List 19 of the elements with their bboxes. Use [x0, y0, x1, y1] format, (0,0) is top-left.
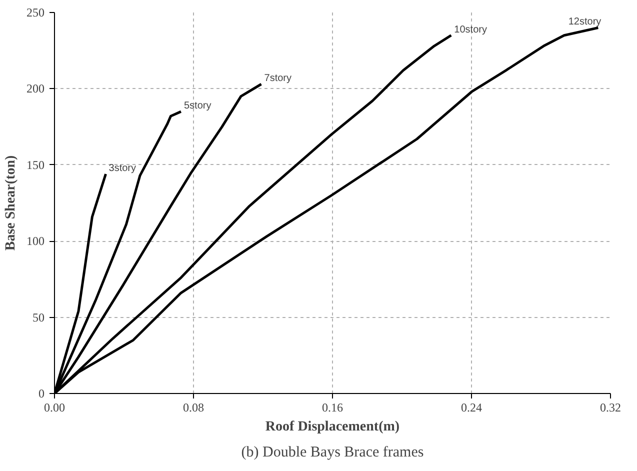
y-axis-title: Base Shear(ton): [4, 155, 18, 251]
y-tick-label: 250: [26, 6, 44, 20]
series-label: 3story: [108, 163, 136, 174]
x-tick-label: 0.24: [461, 400, 482, 414]
series-label: 7story: [264, 73, 292, 84]
series-label: 12story: [568, 16, 602, 28]
series-label: 10story: [454, 24, 487, 36]
x-tick-label: 0.32: [600, 400, 621, 414]
y-tick-label: 200: [26, 82, 44, 96]
x-tick-label: 0.08: [183, 400, 204, 414]
x-tick-label: 0.16: [322, 400, 343, 414]
x-axis-title: Roof Displacement(m): [265, 420, 400, 434]
series-label: 5story: [184, 100, 212, 112]
y-tick-label: 0: [38, 386, 44, 400]
y-tick-label: 100: [26, 234, 44, 248]
y-tick-label: 50: [32, 310, 44, 324]
x-tick-label: 0.00: [44, 400, 65, 414]
text: (b) Double Bays Brace frames: [241, 444, 424, 460]
y-tick-label: 150: [26, 158, 44, 172]
